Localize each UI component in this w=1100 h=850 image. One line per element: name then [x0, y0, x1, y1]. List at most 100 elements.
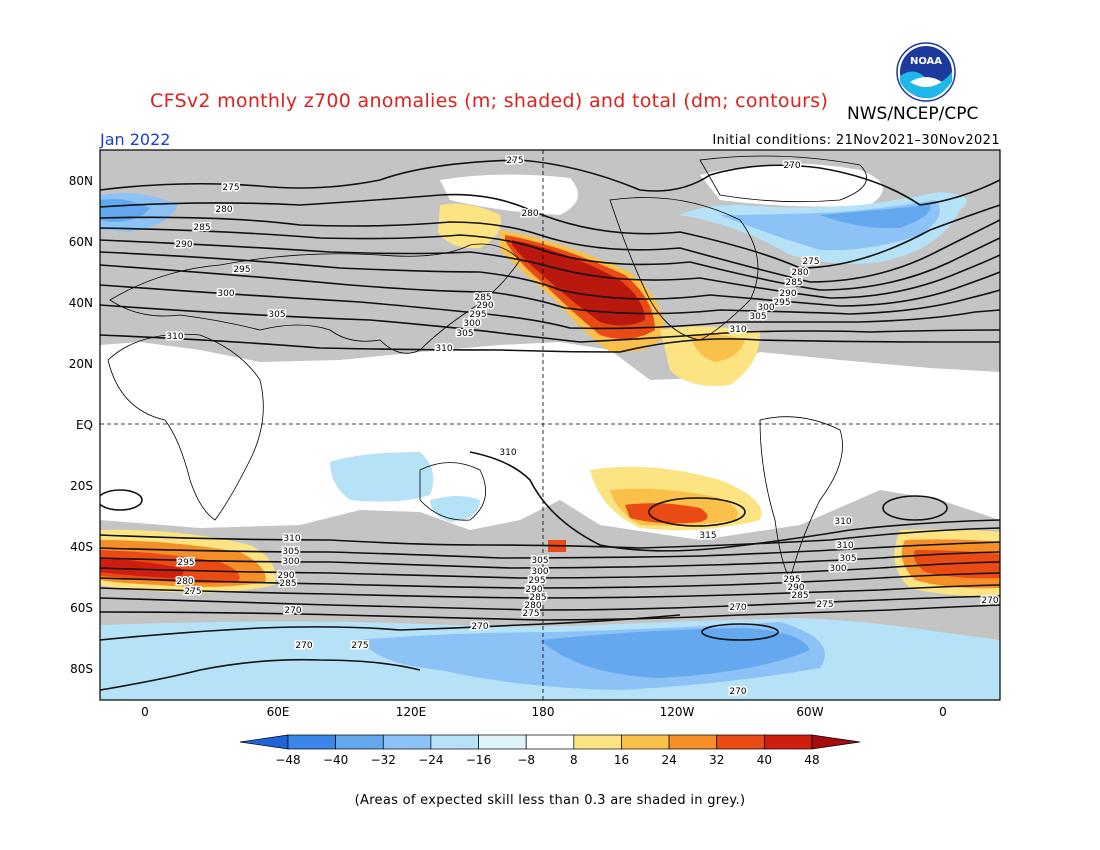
colorbar — [239, 734, 861, 750]
contour-label: 295 — [233, 265, 250, 275]
colorbar-swatch — [525, 734, 575, 750]
lat-label: 40S — [70, 540, 93, 554]
contour-label: 270 — [295, 641, 312, 651]
contour-label: 280 — [791, 268, 808, 278]
chart-title: CFSv2 monthly z700 anomalies (m; shaded)… — [150, 90, 829, 112]
lat-label: 80N — [69, 174, 93, 188]
colorbar-label: −32 — [371, 753, 396, 767]
lon-label: 180 — [532, 705, 555, 719]
lat-label: 60N — [69, 235, 93, 249]
contour-label: 270 — [783, 161, 800, 171]
colorbar-swatch — [573, 734, 622, 750]
contour-label: 285 — [279, 579, 296, 589]
contour-label: 275 — [351, 641, 368, 651]
contour-label: 310 — [834, 517, 851, 527]
contour-label: 275 — [802, 257, 819, 267]
coastlines — [107, 155, 867, 582]
colorbar-labels: −48 −40 −32 −24 −16 −8 8 16 24 32 40 48 — [275, 753, 819, 767]
contour-label: 275 — [222, 183, 239, 193]
lat-label: 40N — [69, 296, 93, 310]
contour-label: 275 — [506, 156, 523, 166]
noaa-logo-icon: NOAA — [896, 42, 956, 102]
colorbar-label: 40 — [757, 753, 772, 767]
contour-label: 280 — [521, 209, 538, 219]
contour-label: 305 — [456, 329, 473, 339]
initial-conditions: Initial conditions: 21Nov2021–30Nov2021 — [712, 133, 1000, 148]
negative-anomalies — [100, 192, 1000, 700]
colorbar-arrow-right — [811, 734, 861, 750]
contour-label: 285 — [791, 591, 808, 601]
contour-label: 290 — [175, 240, 192, 250]
colorbar-swatch — [716, 734, 765, 750]
contour-label: 295 — [177, 558, 194, 568]
colorbar-arrow-left — [239, 734, 289, 750]
contour-label: 285 — [474, 293, 491, 303]
lat-label: EQ — [76, 418, 93, 432]
contour-labels: 275 2702752802852902953003053102802852902… — [165, 155, 1000, 699]
contour-label: 305 — [282, 547, 299, 557]
colorbar-label: −40 — [323, 753, 348, 767]
colorbar-swatch — [668, 734, 718, 750]
contour-label: 270 — [981, 596, 998, 606]
contour-label: 270 — [729, 687, 746, 697]
contour-label: 300 — [829, 564, 846, 574]
contours — [100, 159, 1000, 691]
colorbar-swatch — [478, 734, 527, 750]
contour-label: 300 — [463, 319, 480, 329]
contour-label: 280 — [524, 601, 541, 611]
lat-label: 20N — [69, 357, 93, 371]
map-frame — [99, 149, 1001, 701]
lon-label: 0 — [141, 705, 149, 719]
colorbar-swatch — [430, 734, 479, 750]
contour-label: 290 — [779, 289, 796, 299]
colorbar-swatch — [287, 734, 336, 750]
contour-label: 310 — [166, 332, 183, 342]
contour-label: 270 — [284, 606, 301, 616]
contour-label: 295 — [783, 575, 800, 585]
contour-label: 305 — [268, 310, 285, 320]
colorbar-swatch — [382, 734, 432, 750]
colorbar-label: 24 — [661, 753, 676, 767]
contour-label: 280 — [215, 205, 232, 215]
svg-text:NOAA: NOAA — [910, 56, 942, 67]
colorbar-swatch — [335, 734, 384, 750]
contour-label: 270 — [471, 622, 488, 632]
colorbar-swatch — [764, 734, 813, 750]
grid-lines — [100, 150, 1000, 700]
contour-label: 300 — [757, 303, 774, 313]
lon-label: 60E — [267, 705, 290, 719]
contour-label: 280 — [176, 577, 193, 587]
contour-label: 275 — [816, 600, 833, 610]
contour-label: 285 — [193, 223, 210, 233]
lon-label: 0 — [939, 705, 947, 719]
footnote: (Areas of expected skill less than 0.3 a… — [354, 793, 746, 808]
lon-label: 60W — [796, 705, 823, 719]
lon-label: 120E — [396, 705, 427, 719]
contour-label: 275 — [184, 587, 201, 597]
contour-label: 310 — [283, 534, 300, 544]
colorbar-label: 32 — [709, 753, 724, 767]
colorbar-label: 48 — [804, 753, 819, 767]
colorbar-label: −48 — [275, 753, 300, 767]
contour-label: 290 — [277, 571, 294, 581]
contour-label: 295 — [528, 576, 545, 586]
agency-label: NWS/NCEP/CPC — [847, 104, 979, 124]
colorbar-label: −16 — [466, 753, 491, 767]
lat-axis: 80N 60N 40N 20N EQ 20S 40S 60S 80S — [69, 174, 93, 676]
forecast-month: Jan 2022 — [100, 130, 171, 149]
contour-label: 295 — [773, 298, 790, 308]
contour-label: 270 — [471, 622, 488, 632]
lon-label: 120W — [660, 705, 695, 719]
contour-label: 315 — [699, 531, 716, 541]
colorbar-label: 8 — [570, 753, 578, 767]
contour-label: 290 — [525, 585, 542, 595]
contour-label: 310 — [499, 448, 516, 458]
contour-label: 310 — [729, 325, 746, 335]
contour-label: 305 — [749, 312, 766, 322]
contour-label: 290 — [787, 583, 804, 593]
map-panel: 275 2702752802852902953003053102802852902… — [100, 150, 1000, 700]
contour-label: 305 — [839, 554, 856, 564]
lat-label: 20S — [70, 479, 93, 493]
contour-label: 280 — [529, 593, 546, 603]
